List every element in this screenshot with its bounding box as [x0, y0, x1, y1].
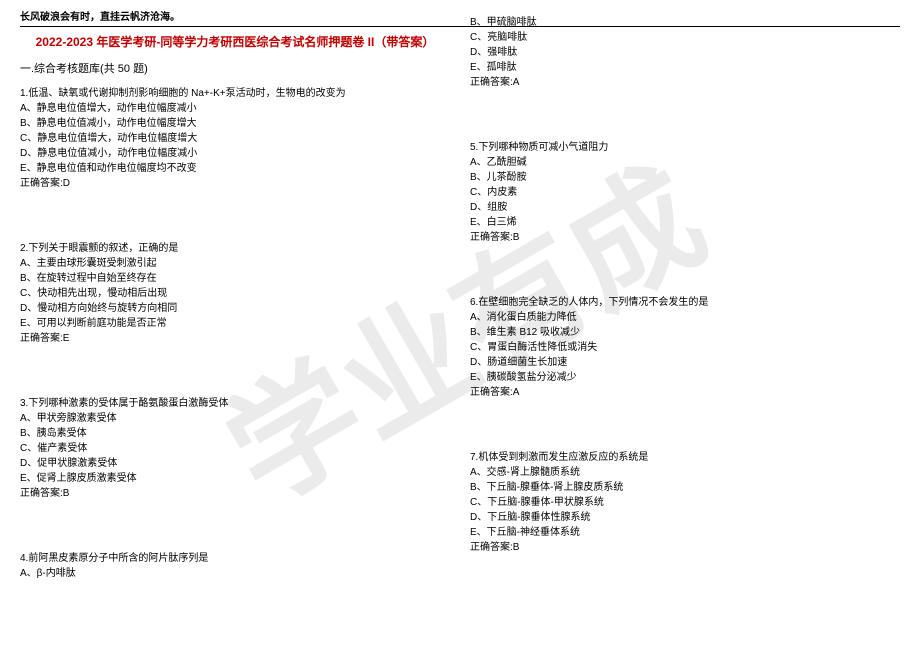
option: D、肠道细菌生长加速: [470, 355, 900, 370]
answer: 正确答案:B: [470, 540, 900, 555]
answer: 正确答案:B: [20, 486, 440, 501]
question-stem: 6.在壁细胞完全缺乏的人体内，下列情况不会发生的是: [470, 295, 900, 310]
option: E、促肾上腺皮质激素受体: [20, 471, 440, 486]
right-column: B、甲硫脑啡肽 C、亮脑啡肽 D、强啡肽 E、孤啡肽 正确答案:A 5.下列哪种…: [470, 33, 900, 601]
question-1: 1.低温、缺氧或代谢抑制剂影响细胞的 Na+-K+泵活动时，生物电的改变为 A、…: [20, 86, 440, 191]
option: D、静息电位值减小，动作电位幅度减小: [20, 146, 440, 161]
option: A、交感-肾上腺髓质系统: [470, 465, 900, 480]
exam-title: 2022-2023 年医学考研-同等学力考研西医综合考试名师押题卷 II（带答案…: [20, 33, 440, 50]
option: E、孤啡肽: [470, 60, 900, 75]
option: C、快动相先出现，慢动相后出现: [20, 286, 440, 301]
answer: 正确答案:A: [470, 385, 900, 400]
question-stem: 2.下列关于眼震颤的叙述，正确的是: [20, 241, 440, 256]
two-column-layout: 2022-2023 年医学考研-同等学力考研西医综合考试名师押题卷 II（带答案…: [20, 33, 900, 601]
option: A、乙酰胆碱: [470, 155, 900, 170]
question-stem: 7.机体受到刺激而发生应激反应的系统是: [470, 450, 900, 465]
option: C、催产素受体: [20, 441, 440, 456]
question-7: 7.机体受到刺激而发生应激反应的系统是 A、交感-肾上腺髓质系统 B、下丘脑-腺…: [470, 450, 900, 555]
answer: 正确答案:B: [470, 230, 900, 245]
question-4: 4.前阿黑皮素原分子中所含的阿片肽序列是 A、β-内啡肽: [20, 551, 440, 581]
answer: 正确答案:D: [20, 176, 440, 191]
option: E、可用以判断前庭功能是否正常: [20, 316, 440, 331]
option: A、主要由球形囊斑受刺激引起: [20, 256, 440, 271]
option: D、慢动相方向始终与旋转方向相同: [20, 301, 440, 316]
option: A、甲状旁腺激素受体: [20, 411, 440, 426]
option: D、下丘脑-腺垂体性腺系统: [470, 510, 900, 525]
page-content: 长风破浪会有时，直挂云帆济沧海。 2022-2023 年医学考研-同等学力考研西…: [20, 8, 900, 601]
option: A、β-内啡肽: [20, 566, 440, 581]
section-header: 一.综合考核题库(共 50 题): [20, 60, 440, 76]
option: D、组胺: [470, 200, 900, 215]
option: E、静息电位值和动作电位幅度均不改变: [20, 161, 440, 176]
question-stem: 4.前阿黑皮素原分子中所含的阿片肽序列是: [20, 551, 440, 566]
option: B、下丘脑-腺垂体-肾上腺皮质系统: [470, 480, 900, 495]
option: D、促甲状腺激素受体: [20, 456, 440, 471]
option: B、静息电位值减小，动作电位幅度增大: [20, 116, 440, 131]
option: A、消化蛋白质能力降低: [470, 310, 900, 325]
option: C、下丘脑-腺垂体-甲状腺系统: [470, 495, 900, 510]
question-stem: 1.低温、缺氧或代谢抑制剂影响细胞的 Na+-K+泵活动时，生物电的改变为: [20, 86, 440, 101]
option: B、胰岛素受体: [20, 426, 440, 441]
option: B、儿茶酚胺: [470, 170, 900, 185]
answer: 正确答案:E: [20, 331, 440, 346]
option: B、甲硫脑啡肽: [470, 15, 900, 30]
option: A、静息电位值增大，动作电位幅度减小: [20, 101, 440, 116]
question-6: 6.在壁细胞完全缺乏的人体内，下列情况不会发生的是 A、消化蛋白质能力降低 B、…: [470, 295, 900, 400]
option: D、强啡肽: [470, 45, 900, 60]
option: B、维生素 B12 吸收减少: [470, 325, 900, 340]
question-stem: 3.下列哪种激素的受体属于酪氨酸蛋白激酶受体: [20, 396, 440, 411]
left-column: 2022-2023 年医学考研-同等学力考研西医综合考试名师押题卷 II（带答案…: [20, 33, 440, 601]
option: C、静息电位值增大，动作电位幅度增大: [20, 131, 440, 146]
question-stem: 5.下列哪种物质可减小气道阻力: [470, 140, 900, 155]
option: E、胰碳酸氢盐分泌减少: [470, 370, 900, 385]
question-4-continued: B、甲硫脑啡肽 C、亮脑啡肽 D、强啡肽 E、孤啡肽 正确答案:A: [470, 15, 900, 90]
option: C、亮脑啡肽: [470, 30, 900, 45]
answer: 正确答案:A: [470, 75, 900, 90]
question-5: 5.下列哪种物质可减小气道阻力 A、乙酰胆碱 B、儿茶酚胺 C、内皮素 D、组胺…: [470, 140, 900, 245]
option: C、胃蛋白酶活性降低或消失: [470, 340, 900, 355]
option: E、白三烯: [470, 215, 900, 230]
option: B、在旋转过程中自始至终存在: [20, 271, 440, 286]
option: E、下丘脑-神经垂体系统: [470, 525, 900, 540]
question-3: 3.下列哪种激素的受体属于酪氨酸蛋白激酶受体 A、甲状旁腺激素受体 B、胰岛素受…: [20, 396, 440, 501]
option: C、内皮素: [470, 185, 900, 200]
question-2: 2.下列关于眼震颤的叙述，正确的是 A、主要由球形囊斑受刺激引起 B、在旋转过程…: [20, 241, 440, 346]
